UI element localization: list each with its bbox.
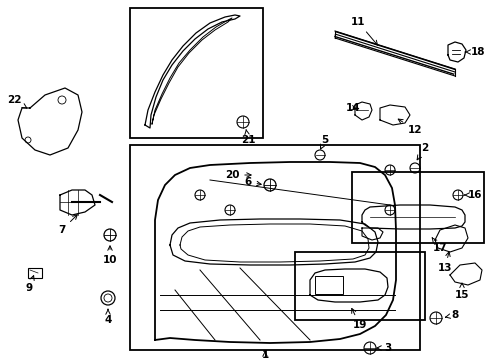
Text: 14: 14 (345, 103, 360, 113)
Text: 8: 8 (445, 310, 458, 320)
Text: 3: 3 (376, 343, 391, 353)
Text: 6: 6 (244, 177, 261, 187)
Text: 5: 5 (320, 135, 328, 149)
Text: 15: 15 (454, 283, 468, 300)
Text: 16: 16 (464, 190, 481, 200)
Text: 4: 4 (104, 309, 111, 325)
Bar (130, 145, 419, 350)
Text: 2: 2 (416, 143, 428, 160)
Bar (314, 276, 342, 294)
Bar (351, 172, 483, 243)
Text: 11: 11 (350, 17, 377, 45)
Text: 21: 21 (240, 130, 255, 145)
Text: 17: 17 (431, 238, 447, 253)
Bar (294, 252, 424, 320)
Bar (130, 8, 263, 138)
Text: 22: 22 (7, 95, 27, 108)
Text: 12: 12 (397, 119, 421, 135)
Text: 10: 10 (102, 246, 117, 265)
Text: 20: 20 (224, 170, 251, 180)
Bar (28, 268, 42, 278)
Text: 19: 19 (351, 309, 366, 330)
Text: 9: 9 (25, 276, 34, 293)
Text: 7: 7 (58, 215, 77, 235)
Text: 13: 13 (437, 252, 451, 273)
Text: 1: 1 (261, 350, 268, 360)
Text: 18: 18 (464, 47, 484, 57)
